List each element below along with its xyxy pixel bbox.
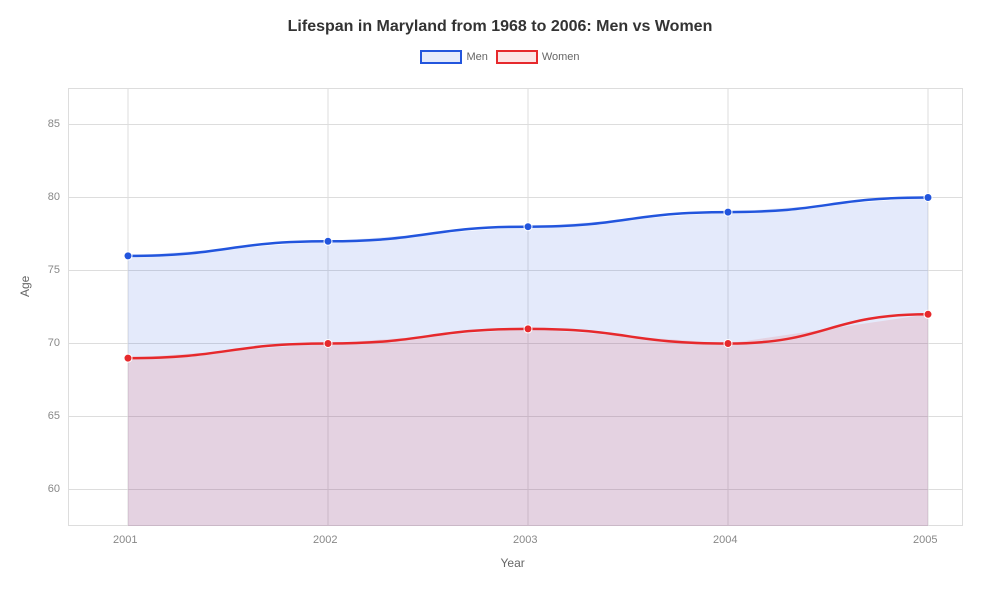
plot-svg — [68, 88, 963, 526]
chart-container: Lifespan in Maryland from 1968 to 2006: … — [0, 0, 1000, 600]
legend-label-men: Men — [466, 51, 487, 63]
plot-area — [68, 88, 963, 526]
x-tick-label: 2004 — [713, 534, 737, 546]
y-tick-label: 85 — [48, 118, 60, 130]
y-tick-label: 60 — [48, 483, 60, 495]
legend-item-women[interactable]: Women — [496, 50, 580, 64]
y-tick-label: 75 — [48, 264, 60, 276]
x-tick-label: 2005 — [913, 534, 937, 546]
legend: Men Women — [0, 50, 1000, 64]
x-tick-label: 2001 — [113, 534, 137, 546]
legend-swatch-women — [496, 50, 538, 64]
y-tick-label: 65 — [48, 410, 60, 422]
legend-item-men[interactable]: Men — [420, 50, 487, 64]
legend-swatch-men — [420, 50, 462, 64]
x-axis-label: Year — [501, 556, 525, 570]
y-axis-label: Age — [18, 276, 32, 297]
chart-title: Lifespan in Maryland from 1968 to 2006: … — [0, 0, 1000, 36]
y-tick-label: 70 — [48, 337, 60, 349]
x-tick-label: 2003 — [513, 534, 537, 546]
x-tick-label: 2002 — [313, 534, 337, 546]
y-tick-label: 80 — [48, 191, 60, 203]
legend-label-women: Women — [542, 51, 580, 63]
